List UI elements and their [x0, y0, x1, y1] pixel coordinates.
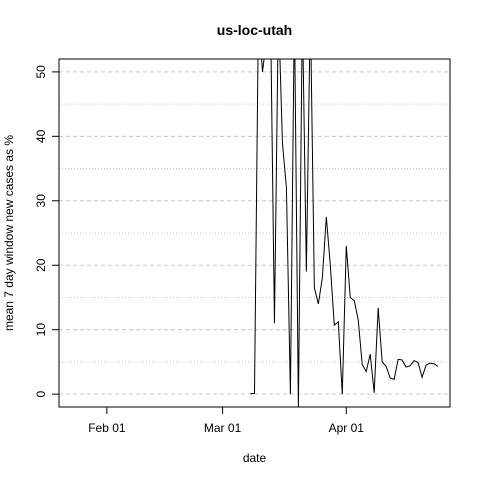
- y-tick-label: 50: [34, 65, 48, 79]
- y-tick-label: 0: [34, 390, 48, 397]
- y-tick-label: 10: [34, 323, 48, 337]
- x-tick-label: Apr 01: [329, 421, 365, 435]
- x-axis: Feb 01 Mar 01 Apr 01: [88, 407, 364, 435]
- y-axis: 0 10 20 30 40 50: [34, 65, 59, 397]
- y-tick-label: 40: [34, 129, 48, 143]
- series-layer: [250, 59, 439, 407]
- series-line-0: [250, 59, 439, 407]
- y-tick-label: 30: [34, 194, 48, 208]
- plot-frame: [58, 58, 451, 408]
- x-axis-label: date: [243, 451, 267, 465]
- y-tick-label: 20: [34, 258, 48, 272]
- x-tick-label: Feb 01: [88, 421, 126, 435]
- x-tick-label: Mar 01: [204, 421, 242, 435]
- chart-title: us-loc-utah: [217, 22, 292, 38]
- y-axis-label: mean 7 day window new cases as %: [2, 135, 16, 331]
